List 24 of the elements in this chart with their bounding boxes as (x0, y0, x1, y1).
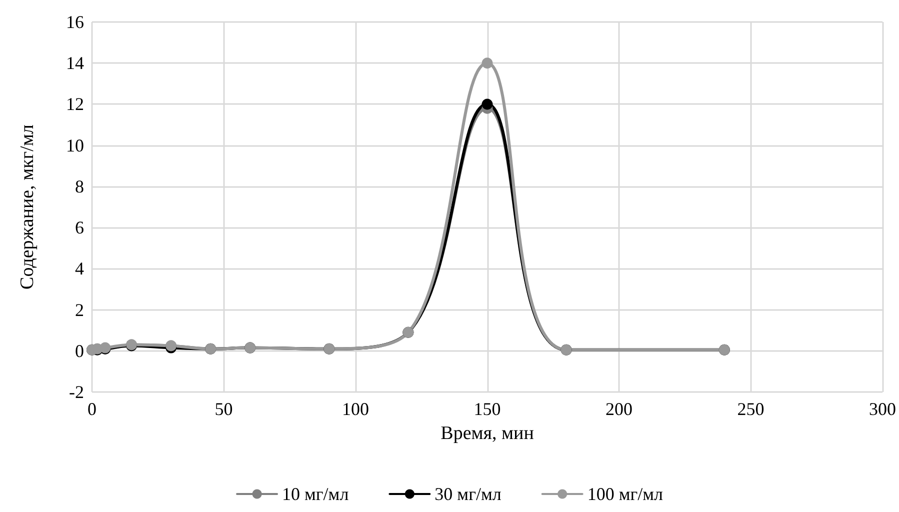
x-tick-label: 250 (737, 399, 764, 419)
x-tick-label: 100 (342, 399, 369, 419)
legend-label: 30 мг/мл (434, 484, 502, 504)
y-tick-label: -2 (69, 382, 84, 402)
point (482, 98, 493, 110)
x-tick-label: 300 (869, 399, 896, 419)
x-tick-label: 0 (88, 399, 96, 419)
y-tick-label: 16 (66, 12, 84, 32)
x-tick-label: 150 (474, 399, 501, 419)
x-tick-label: 200 (606, 399, 632, 419)
legend-label: 100 мг/мл (587, 484, 663, 504)
x-axis-title: Время, мин (440, 423, 534, 444)
y-axis-title: Содержание, мкг/мл (17, 124, 38, 290)
y-tick-label: 0 (75, 340, 84, 361)
y-tick-label: 10 (66, 135, 84, 156)
x-tick-label: 50 (214, 399, 233, 419)
y-tick-label: 4 (75, 258, 84, 279)
y-tick-label: 8 (75, 176, 84, 196)
y-tick-label: 2 (75, 300, 84, 320)
y-tick-label: 14 (66, 53, 84, 74)
y-tick-label: 6 (75, 218, 84, 238)
legend-label: 10 мг/мл (282, 484, 349, 504)
y-tick-label: 12 (66, 94, 84, 114)
point (482, 58, 493, 69)
